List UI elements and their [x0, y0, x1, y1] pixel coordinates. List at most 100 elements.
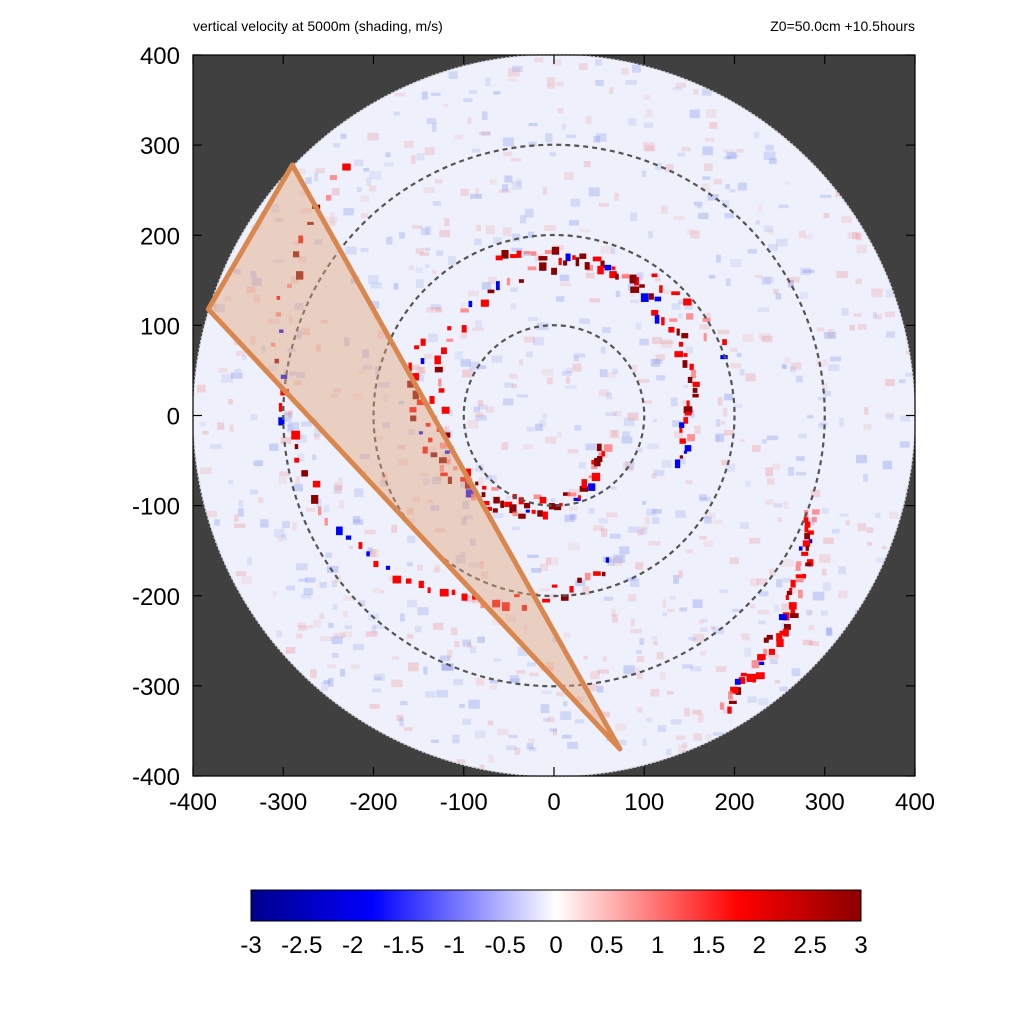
shading-cell [720, 421, 726, 425]
convective-cell [577, 495, 581, 500]
shading-cell [544, 225, 556, 232]
convective-cell [317, 506, 322, 516]
shading-cell [459, 703, 465, 709]
shading-cell [779, 686, 788, 692]
shading-cell [516, 394, 528, 398]
convective-cell [544, 250, 553, 254]
shading-cell [609, 87, 614, 95]
shading-cell [476, 224, 482, 232]
convective-cell [594, 457, 601, 467]
shading-cell [574, 719, 585, 724]
convective-cell [671, 291, 680, 296]
shading-cell [886, 331, 896, 338]
shading-cell [460, 331, 468, 339]
y-tick-label: 100 [140, 313, 180, 340]
shading-cell [468, 699, 480, 709]
shading-cell [609, 533, 621, 539]
shading-cell [305, 177, 312, 185]
colorbar-tick-label: -2 [342, 932, 363, 959]
convective-cell [600, 260, 605, 268]
shading-cell [468, 89, 478, 94]
shading-cell [561, 123, 567, 131]
shading-cell [636, 655, 645, 662]
shading-cell [700, 627, 708, 632]
shading-cell [606, 392, 612, 400]
shading-cell [568, 542, 580, 551]
convective-cell [287, 283, 292, 289]
shading-cell [468, 467, 478, 472]
shading-cell [597, 669, 610, 674]
shading-cell [685, 346, 693, 354]
shading-cell [298, 256, 307, 264]
shading-cell [723, 407, 728, 417]
shading-cell [319, 581, 327, 589]
shading-cell [470, 538, 476, 546]
shading-cell [368, 185, 377, 192]
shading-cell [683, 384, 689, 388]
shading-cell [758, 620, 766, 625]
shading-cell [444, 218, 450, 227]
shading-cell [824, 332, 837, 339]
shading-cell [556, 431, 563, 438]
shading-cell [681, 146, 691, 152]
shading-cell [717, 397, 723, 406]
shading-cell [509, 678, 520, 683]
shading-cell [565, 385, 577, 389]
shading-cell [578, 462, 586, 469]
shading-cell [373, 435, 384, 440]
shading-cell [776, 579, 783, 588]
shading-cell [379, 480, 389, 487]
shading-cell [787, 280, 794, 287]
shading-cell [627, 412, 639, 421]
convective-cell [524, 502, 531, 509]
shading-cell [333, 632, 346, 638]
shading-cell [615, 290, 621, 298]
shading-cell [360, 213, 369, 218]
convective-cell [802, 573, 807, 579]
shading-cell [769, 569, 776, 577]
shading-cell [327, 565, 339, 574]
shading-cell [478, 477, 484, 487]
convective-cell [414, 345, 420, 350]
shading-cell [539, 419, 546, 427]
shading-cell [585, 272, 595, 279]
shading-cell [331, 580, 337, 587]
convective-cell [692, 393, 699, 398]
convective-cell [539, 262, 547, 271]
shading-cell [795, 375, 803, 383]
shading-cell [297, 433, 304, 439]
convective-cell [434, 355, 441, 365]
y-tick-label: -300 [132, 674, 180, 701]
convective-cell [630, 286, 640, 293]
shading-cell [516, 178, 522, 187]
convective-cell [551, 584, 558, 588]
shading-cell [443, 103, 449, 108]
shading-cell [430, 505, 440, 511]
shading-cell [819, 422, 828, 426]
shading-cell [661, 340, 674, 345]
shading-cell [344, 625, 353, 630]
shading-cell [288, 316, 293, 324]
convective-cell [278, 403, 283, 412]
shading-cell [481, 111, 488, 120]
shading-cell [353, 393, 363, 401]
shading-cell [310, 669, 317, 679]
convective-cell [446, 459, 451, 465]
shading-cell [448, 71, 458, 79]
convective-cell [440, 472, 448, 477]
shading-cell [798, 230, 806, 239]
convective-cell [504, 501, 513, 507]
shading-cell [442, 452, 452, 462]
convective-cell [768, 648, 776, 655]
shading-cell [712, 732, 725, 736]
shading-cell [464, 595, 477, 603]
shading-cell [295, 476, 301, 485]
convective-cell [420, 338, 426, 346]
convective-cell [776, 638, 784, 647]
shading-cell [557, 108, 564, 114]
shading-cell [383, 162, 394, 167]
shading-cell [626, 577, 636, 581]
shading-cell [775, 680, 781, 684]
shading-cell [802, 639, 813, 646]
convective-cell [407, 380, 414, 388]
